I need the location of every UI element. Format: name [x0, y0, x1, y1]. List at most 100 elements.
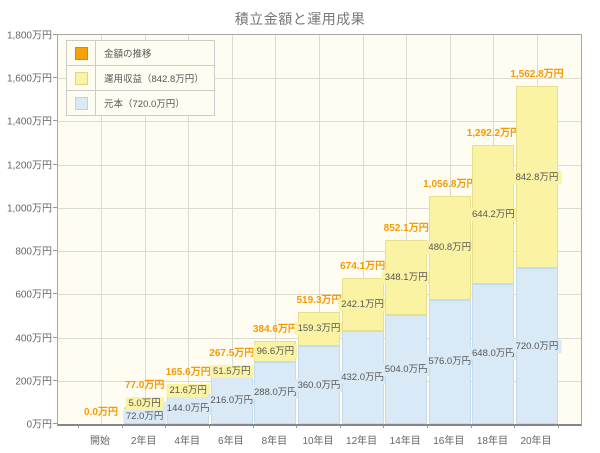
- y-axis: 0万円 200万円 400万円 600万円 800万円 1,000万円 1,200万円 1,4…: [2, 31, 57, 431]
- total-value-label: 519.3万円: [296, 294, 342, 306]
- gain-value-label: 159.3万円: [294, 322, 344, 336]
- gain-value-label: 242.1万円: [338, 297, 387, 311]
- principal-swatch: [74, 96, 88, 110]
- x-tick: [427, 425, 428, 428]
- legend-swatch-cell: [67, 91, 96, 115]
- principal-value-label: 72.0万円: [122, 409, 167, 423]
- x-grid-line: [319, 35, 320, 424]
- principal-value-label: 504.0万円: [381, 363, 431, 377]
- x-tick-label: 4年目: [174, 436, 200, 447]
- principal-value-label: 144.0万円: [163, 401, 213, 415]
- y-tick-label: 800万円: [15, 246, 52, 258]
- gain-value-label: 348.1万円: [381, 270, 431, 284]
- y-tick-label: 400万円: [15, 333, 52, 345]
- x-tick-label: 8年目: [261, 436, 288, 447]
- gain-value-label: 51.5万円: [210, 365, 254, 379]
- principal-value-label: 432.0万円: [338, 370, 387, 384]
- gain-value-label: 21.6万円: [166, 384, 210, 398]
- x-tick: [165, 425, 167, 428]
- x-tick: [78, 425, 80, 428]
- x-tick: [252, 425, 254, 428]
- gain-value-label: 96.6万円: [253, 344, 298, 358]
- x-grid-line: [231, 35, 233, 424]
- x-grid-line: [144, 35, 146, 424]
- investment-return-swatch: [74, 71, 88, 85]
- total-value-label: 1,292.2万円: [466, 127, 521, 139]
- gain-value-label: 480.8万円: [425, 241, 475, 255]
- legend-item-label: 運用収益（842.8万円）: [104, 74, 204, 85]
- x-axis: 開始 2年目 4年目 6年目 8年目 10年目 12年目 14年目 16年目 18年目 20年目: [57, 425, 580, 451]
- total-value-label: 1,562.8万円: [510, 69, 564, 81]
- x-tick-label: 18年目: [476, 436, 508, 447]
- y-tick: [53, 250, 57, 252]
- x-tick-label: 12年目: [346, 436, 378, 447]
- x-tick-label: 2年目: [130, 436, 157, 447]
- principal-value-label: 576.0万円: [425, 355, 475, 369]
- x-tick: [296, 425, 298, 428]
- x-tick-label: 開始: [90, 436, 110, 447]
- total-value-label: 77.0万円: [124, 379, 165, 391]
- y-tick: [53, 379, 57, 381]
- gain-value-label: 644.2万円: [469, 207, 518, 221]
- gain-value-label: 842.8万円: [512, 170, 562, 184]
- principal-value-label: 720.0万円: [512, 339, 562, 353]
- legend: 金額の推移 運用収益（842.8万円） 元本（720.0万円）: [66, 40, 215, 116]
- x-tick: [383, 425, 385, 428]
- x-tick: [470, 425, 472, 428]
- legend-swatch-cell: [67, 41, 96, 65]
- y-tick-label: 1,000万円: [6, 203, 52, 215]
- y-tick: [53, 120, 57, 122]
- x-tick-label: 20年目: [520, 436, 552, 447]
- x-grid-line: [406, 35, 408, 424]
- y-tick-label: 600万円: [15, 289, 52, 301]
- x-tick: [557, 425, 559, 428]
- x-grid-line: [362, 35, 364, 424]
- principal-value-label: 360.0万円: [294, 378, 344, 392]
- y-tick-label: 1,600万円: [6, 73, 52, 85]
- total-value-label: 1,056.8万円: [423, 178, 477, 190]
- x-grid-line: [188, 35, 190, 424]
- y-tick: [53, 423, 57, 424]
- legend-item-investment-return: 運用収益（842.8万円）: [67, 66, 214, 91]
- total-value-label: 267.5万円: [209, 348, 255, 360]
- amount-transition-swatch: [74, 46, 88, 60]
- principal-value-label: 216.0万円: [207, 394, 257, 408]
- y-tick: [53, 336, 57, 338]
- x-grid-line: [101, 35, 102, 424]
- legend-item-label: 金額の推移: [104, 49, 152, 60]
- plot-area: 0.0万円 72.0万円 5.0万円 77.0万円 144.0万円 21.6万円 165.6…: [57, 34, 582, 426]
- x-tick: [514, 425, 516, 428]
- total-value-label: 852.1万円: [383, 222, 429, 234]
- y-tick-label: 1,200万円: [6, 160, 52, 172]
- chart-title: 積立金額と運用成果: [234, 11, 366, 27]
- y-tick-label: 1,400万円: [6, 116, 52, 128]
- x-tick-label: 10年目: [302, 436, 334, 447]
- y-tick: [53, 77, 57, 79]
- legend-swatch-cell: [67, 66, 96, 90]
- legend-item-principal: 元本（720.0万円）: [67, 91, 214, 115]
- x-grid-line: [275, 35, 277, 424]
- x-tick: [209, 425, 210, 428]
- y-tick-label: 1,800万円: [6, 30, 52, 42]
- x-tick-label: 6年目: [218, 436, 244, 447]
- total-value-label: 165.6万円: [165, 367, 211, 379]
- y-tick-label: 0万円: [26, 419, 52, 431]
- x-tick-label: 14年目: [389, 436, 421, 447]
- y-tick: [53, 206, 57, 208]
- total-value-label: 674.1万円: [340, 261, 386, 273]
- y-tick: [53, 34, 57, 35]
- x-tick: [121, 425, 123, 428]
- principal-value-label: 648.0万円: [469, 347, 518, 361]
- legend-item-label: 元本（720.0万円）: [104, 99, 185, 110]
- y-tick: [53, 163, 57, 165]
- y-tick: [53, 293, 57, 295]
- legend-item-amount-transition: 金額の推移: [67, 41, 214, 66]
- total-value-label: 0.0万円: [84, 407, 118, 418]
- total-value-label: 384.6万円: [252, 323, 298, 335]
- principal-value-label: 288.0万円: [251, 386, 300, 400]
- x-tick-label: 16年目: [433, 436, 465, 447]
- x-tick: [339, 425, 341, 428]
- gain-value-label: 5.0万円: [125, 396, 164, 410]
- y-tick-label: 200万円: [15, 376, 52, 388]
